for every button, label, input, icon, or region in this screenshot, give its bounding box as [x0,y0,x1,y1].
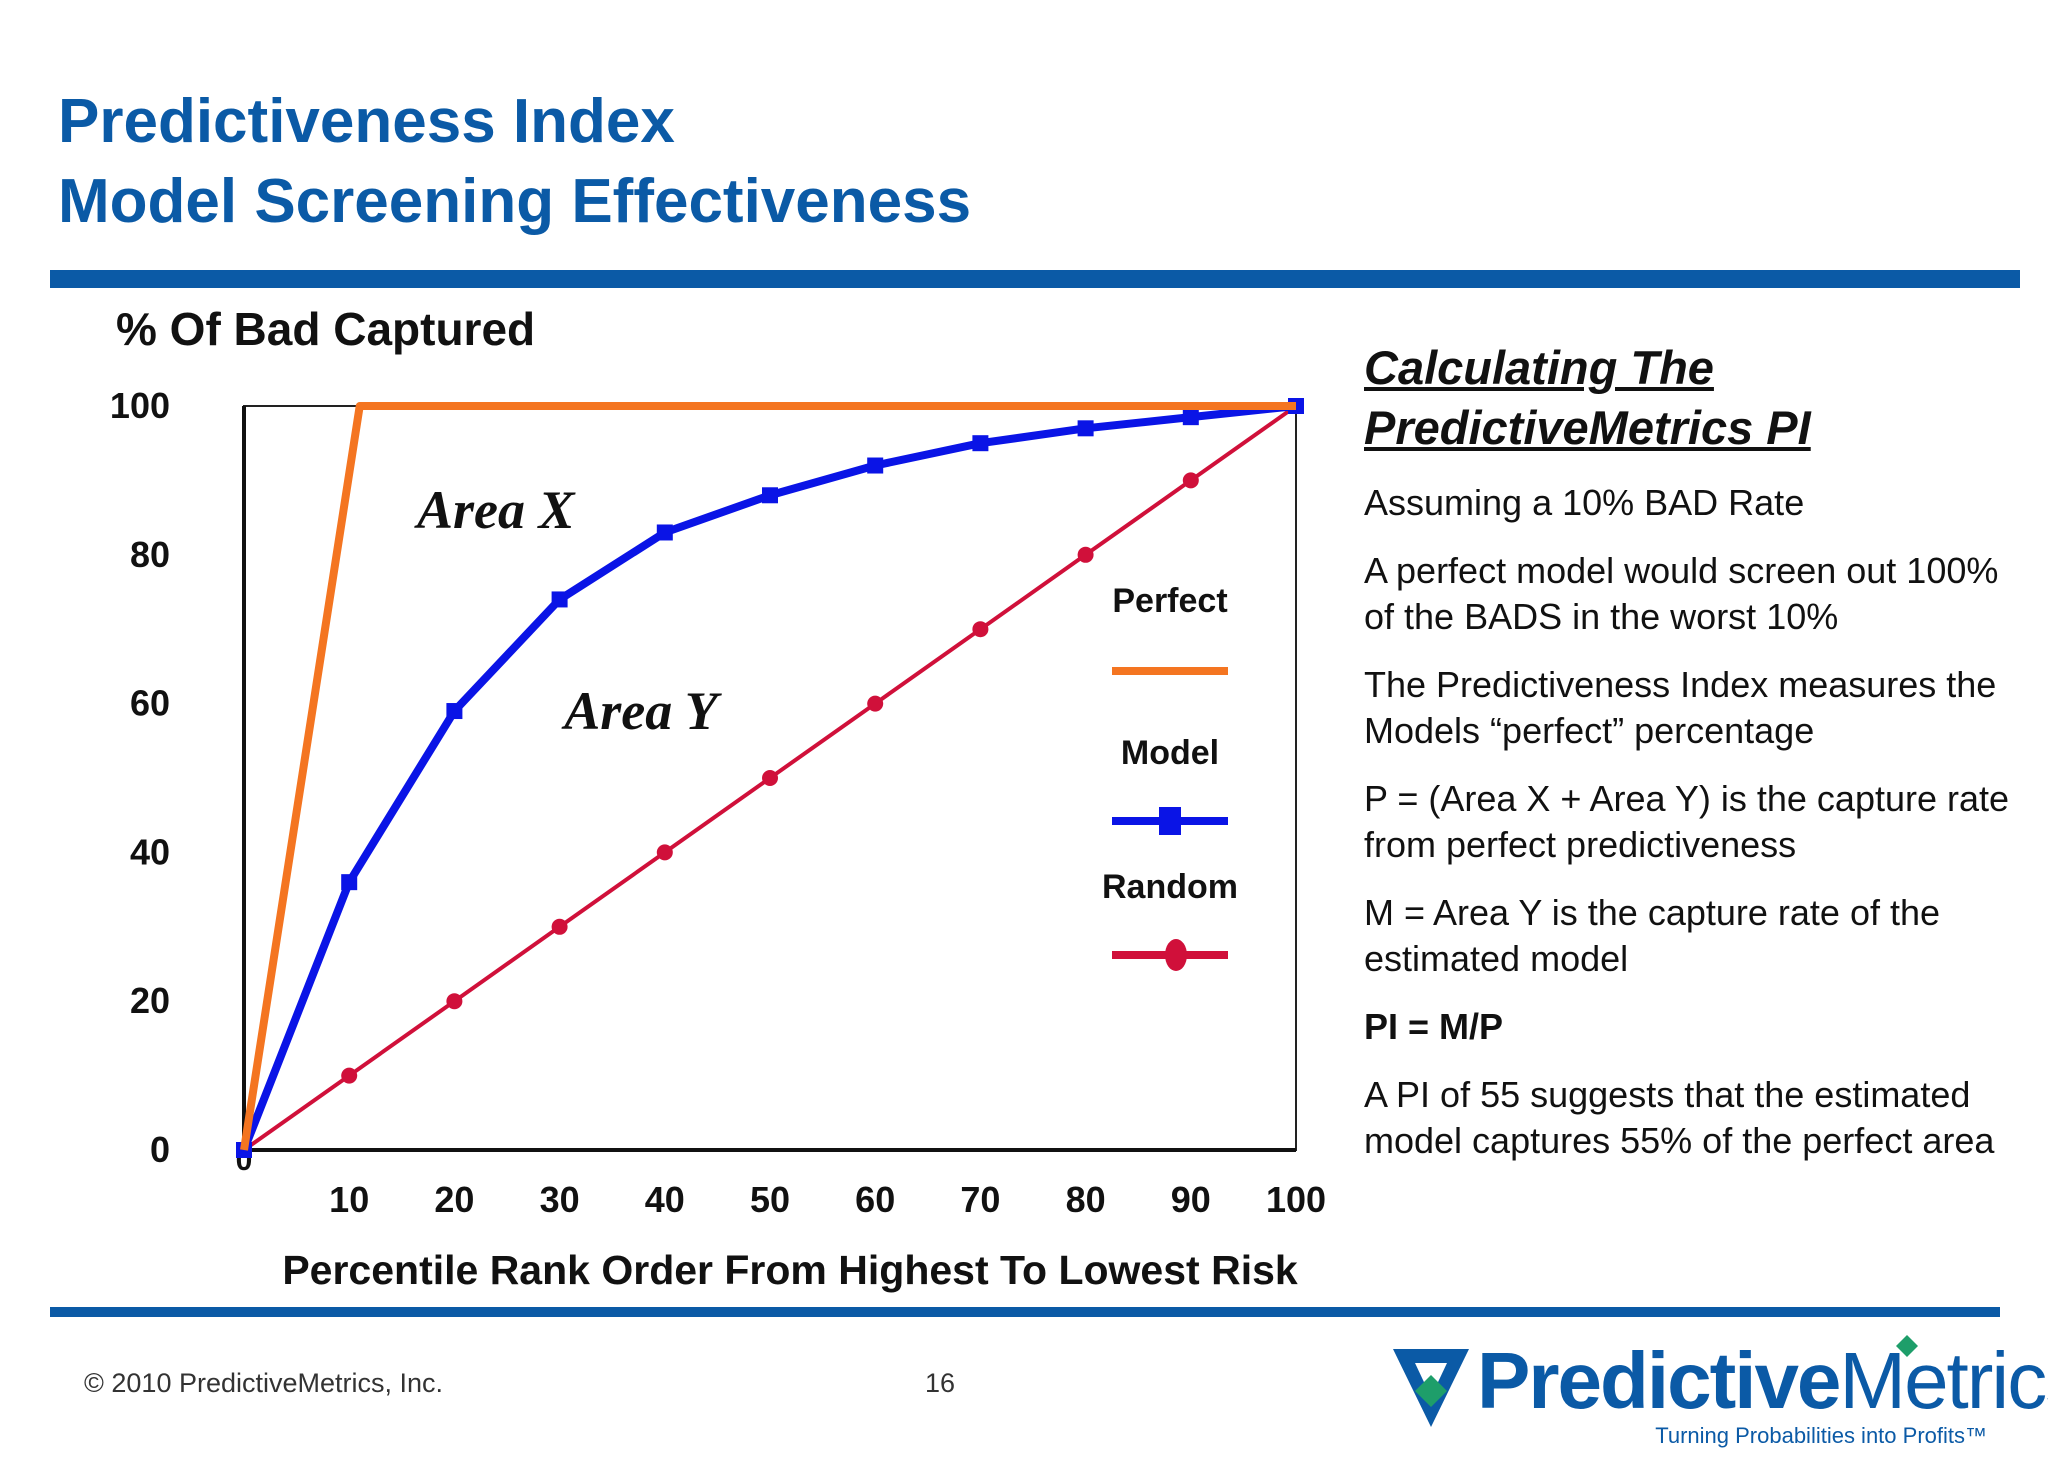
bottom-divider [50,1307,2000,1317]
slide-title-line1: Predictiveness Index [58,87,675,156]
logo-tagline: Turning Probabilities into Profits™ [1655,1423,1987,1448]
model-point [867,457,884,474]
x-tick-label: 90 [1171,1179,1211,1220]
random-point [972,621,989,638]
perfect-series-line [240,402,1296,1151]
y-tick-label: 80 [130,534,170,575]
top-divider [50,270,2020,288]
legend-marker-random [1165,939,1187,971]
x-axis-title: Percentile Rank Order From Highest To Lo… [282,1247,1298,1293]
panel-pi-definition: The Predictiveness Index measures the Mo… [1364,664,1997,751]
random-point [341,1067,358,1084]
area-annotation: Area X [414,480,577,540]
random-point [762,770,778,786]
model-point [1182,409,1199,426]
x-tick-label: 60 [855,1179,895,1220]
panel-p-definition: P = (Area X + Area Y) is the capture rat… [1364,778,2010,865]
legend-label-model: Model [1121,734,1219,772]
y-tick-label: 20 [130,980,170,1021]
random-point [656,844,673,861]
model-point [551,591,568,608]
random-point [551,918,568,935]
legend-label-random: Random [1102,868,1238,906]
panel-bad-rate: Assuming a 10% BAD Rate [1364,482,1805,523]
x-tick-label: 50 [750,1179,790,1220]
panel-title-line2: PredictiveMetrics PI [1364,401,1811,454]
model-point [1077,420,1094,437]
model-point [656,524,673,541]
logo-mark-icon [1393,1349,1469,1427]
model-point [341,874,358,891]
y-axis-title: % Of Bad Captured [116,303,535,355]
legend-label-perfect: Perfect [1112,582,1227,620]
logo-wordmark: PredictiveMetrics [1477,1335,2048,1427]
x-tick-label: 30 [540,1179,580,1220]
slide-title-line2: Model Screening Effectiveness [58,167,972,236]
logo-name-light: Metrics [1839,1336,2048,1425]
panel-m-definition: M = Area Y is the capture rate of the es… [1364,892,1941,979]
model-point [972,435,989,452]
legend-marker-model [1159,807,1181,835]
logo-diamond-icon [1896,1335,1918,1357]
random-point [446,993,463,1010]
footer-copyright: © 2010 PredictiveMetrics, Inc. [84,1368,444,1398]
y-tick-label: 100 [110,385,170,426]
page-number: 16 [925,1368,956,1398]
x-tick-label: 10 [329,1179,369,1220]
y-tick-label: 60 [130,683,170,724]
panel-pi-example: A PI of 55 suggests that the estimated m… [1364,1074,1995,1161]
y-tick-label: 40 [130,831,170,872]
logo-name-bold: Predictive [1477,1336,1841,1425]
y-tick-label: 0 [150,1129,170,1170]
slide-title: Predictiveness Index Model Screening Eff… [58,82,971,242]
x-tick-label: 20 [434,1179,474,1220]
panel-title-line1: Calculating The [1364,341,1714,394]
panel-title: Calculating The PredictiveMetrics PI [1364,338,2014,458]
panel-pi-formula: PI = M/P [1364,1006,1504,1047]
company-logo: PredictiveMetrics Turning Probabilities … [1385,1335,2048,1450]
x-tick-label: 40 [645,1179,685,1220]
model-point [446,703,463,720]
x-tick-label: 80 [1066,1179,1106,1220]
calculation-panel: Calculating The PredictiveMetrics PI Ass… [1364,338,2014,1186]
area-annotation: Area Y [561,681,723,741]
random-point [867,695,884,712]
x-tick-label: 70 [960,1179,1000,1220]
x-tick-label: 100 [1266,1179,1326,1220]
panel-perfect-model: A perfect model would screen out 100% of… [1364,550,1999,637]
random-point [1077,546,1094,563]
model-point [762,487,778,504]
random-point [1182,472,1199,489]
